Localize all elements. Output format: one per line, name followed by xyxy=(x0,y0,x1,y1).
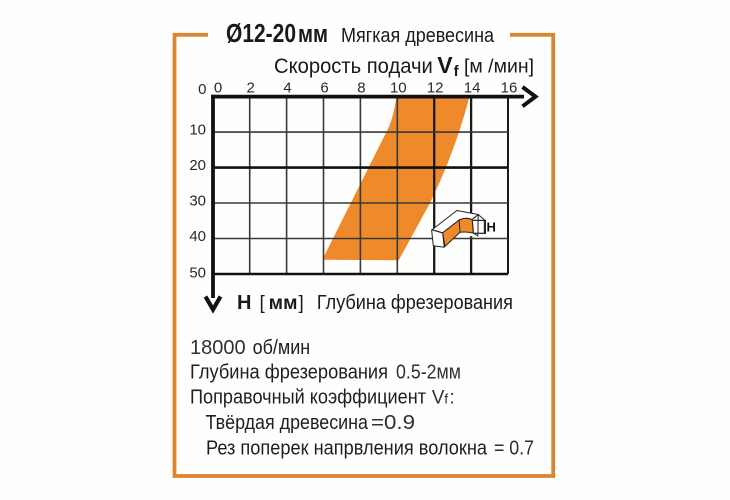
svg-text:10: 10 xyxy=(189,122,206,139)
svg-text:2: 2 xyxy=(247,80,255,97)
svg-text:H: H xyxy=(237,292,251,314)
svg-text:[м /мин]: [м /мин] xyxy=(464,57,534,78)
svg-text:Скорость подачи: Скорость подачи xyxy=(274,55,433,78)
svg-text:об/мин: об/мин xyxy=(253,337,311,359)
svg-text:8: 8 xyxy=(357,80,365,97)
svg-text::: : xyxy=(450,388,455,409)
svg-text:H: H xyxy=(487,220,496,235)
svg-text:20: 20 xyxy=(189,157,206,174)
svg-text:50: 50 xyxy=(189,265,206,282)
svg-text:V: V xyxy=(432,388,445,409)
svg-text:4: 4 xyxy=(283,80,291,97)
svg-text:12: 12 xyxy=(427,80,444,97)
svg-text:Ø12-20: Ø12-20 xyxy=(226,18,296,48)
svg-text:16: 16 xyxy=(501,80,518,97)
svg-text:V: V xyxy=(437,52,453,78)
svg-text:мм: мм xyxy=(298,21,328,48)
svg-text:6: 6 xyxy=(320,80,328,97)
svg-text:14: 14 xyxy=(464,80,481,97)
svg-text:Глубина фрезерования: Глубина фрезерования xyxy=(317,292,513,314)
svg-text:0: 0 xyxy=(198,81,206,98)
svg-text:Мягкая древесина: Мягкая древесина xyxy=(341,25,495,47)
svg-text:f: f xyxy=(454,63,460,80)
svg-text:f: f xyxy=(444,391,448,407)
svg-text:Рез поперек напрвления волокна: Рез поперек напрвления волокна xyxy=(206,437,488,459)
svg-text:Глубина фрезерования: Глубина фрезерования xyxy=(190,362,388,384)
svg-text:18000: 18000 xyxy=(190,337,246,359)
svg-text:мм: мм xyxy=(269,293,298,314)
svg-text:30: 30 xyxy=(189,193,206,210)
svg-text:Поправочный коэффициент: Поправочный коэффициент xyxy=(190,387,426,409)
svg-text:0.5-2мм: 0.5-2мм xyxy=(396,362,461,384)
svg-text:0: 0 xyxy=(214,80,222,97)
svg-text:= 0.7: = 0.7 xyxy=(494,437,534,459)
svg-text:Твёрдая древесина: Твёрдая древесина xyxy=(206,412,369,434)
svg-text:40: 40 xyxy=(189,228,206,245)
svg-text:10: 10 xyxy=(390,80,407,97)
svg-text:=0.9: =0.9 xyxy=(371,412,415,434)
svg-text:[: [ xyxy=(260,293,266,314)
svg-text:]: ] xyxy=(299,293,304,314)
